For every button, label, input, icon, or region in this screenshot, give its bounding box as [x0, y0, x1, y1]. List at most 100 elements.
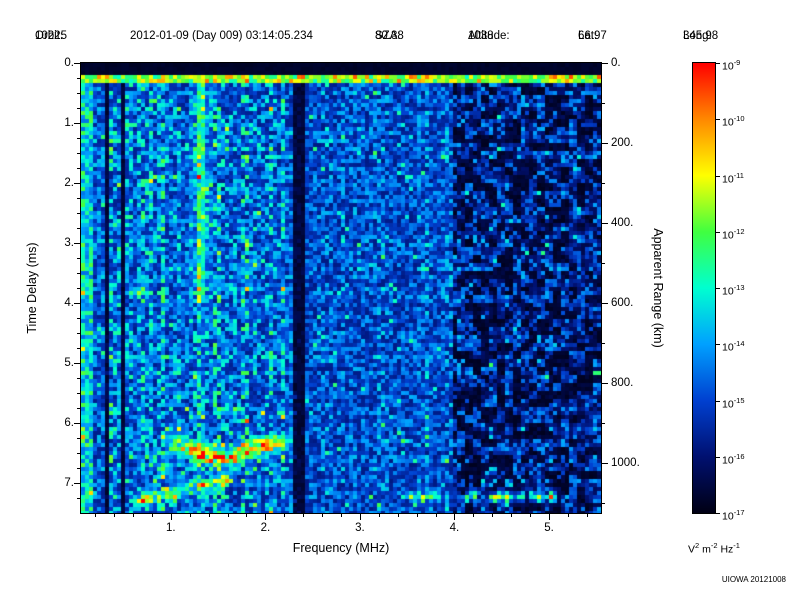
header-field-label: Altitude:	[468, 30, 523, 42]
y-tick	[74, 183, 80, 184]
colorbar-tick-label: 10-12	[722, 226, 745, 242]
colorbar-tick	[716, 63, 720, 64]
y-tick-label: 7.	[64, 477, 74, 489]
y2-minor-tick	[602, 263, 605, 264]
y2-minor-tick	[602, 423, 605, 424]
colorbar-tick-label: 10-9	[722, 58, 741, 73]
x-tick	[454, 514, 456, 520]
x-minor-tick	[511, 514, 513, 517]
y2-tick-label: 800.	[611, 377, 634, 389]
x-tick	[170, 514, 172, 520]
x-minor-tick	[114, 514, 116, 517]
x-tick-label: 3.	[355, 522, 365, 534]
y-tick	[74, 63, 80, 64]
header-field-value: 345.98	[683, 30, 719, 42]
y2-tick	[602, 143, 608, 144]
y2-tick	[602, 223, 608, 224]
colorbar-tick-exponent: -15	[733, 395, 745, 405]
y-minor-tick	[77, 78, 80, 79]
x-tick	[265, 514, 267, 520]
y-minor-tick	[77, 498, 80, 499]
y2-tick-label: 400.	[611, 217, 634, 229]
x-tick	[549, 514, 550, 520]
y-minor-tick	[77, 153, 80, 154]
y-tick	[74, 423, 80, 424]
y-minor-tick	[77, 258, 80, 259]
header-field-value: 66.97	[578, 30, 607, 42]
y-tick	[74, 483, 80, 484]
colorbar-tick-label: 10-16	[722, 451, 745, 467]
y-minor-tick	[77, 438, 80, 439]
x-minor-tick	[567, 514, 569, 517]
x-tick	[359, 514, 361, 520]
colorbar-tick-exponent: -10	[733, 114, 745, 124]
y-axis-label: Time Delay (ms)	[25, 242, 39, 334]
y-minor-tick	[77, 288, 80, 289]
y-minor-tick	[77, 213, 80, 214]
unit-exponent: 2	[695, 541, 700, 550]
colorbar-tick-exponent: -17	[733, 508, 745, 517]
x-minor-tick	[416, 514, 418, 517]
x-minor-tick	[397, 514, 399, 517]
y2-tick	[602, 383, 608, 384]
x-minor-tick	[95, 514, 97, 517]
y-minor-tick	[77, 393, 80, 394]
header-field-label: SZA:	[375, 30, 407, 42]
credit-text: UIOWA 20121008	[721, 575, 786, 584]
x-minor-tick	[473, 514, 475, 517]
y-tick-label: 2.	[64, 177, 74, 189]
colorbar-tick	[716, 344, 720, 346]
unit-exponent: -1	[733, 541, 740, 550]
y-minor-tick	[77, 273, 80, 274]
header-field-value: 1038	[468, 30, 494, 42]
colorbar-tick	[716, 456, 720, 458]
y-minor-tick	[77, 228, 80, 229]
colorbar-gradient	[693, 63, 715, 513]
y-minor-tick	[77, 108, 80, 109]
x-minor-tick	[530, 514, 532, 517]
header-field-label: Lat:	[578, 30, 604, 42]
x-minor-tick	[189, 514, 191, 517]
x-minor-tick	[133, 514, 134, 517]
y-tick-label: 6.	[64, 417, 74, 429]
y-minor-tick	[77, 333, 80, 334]
colorbar-unit: V2 m-2 Hz-1	[688, 541, 740, 556]
y-minor-tick	[77, 408, 80, 409]
colorbar-tick-label: 10-17	[722, 508, 745, 523]
y-tick	[74, 363, 80, 364]
y-tick-label: 4.	[64, 297, 74, 309]
x-axis-label: Frequency (MHz)	[292, 541, 390, 555]
x-tick-label: 2.	[260, 522, 271, 534]
x-minor-tick	[341, 514, 342, 517]
x-minor-tick	[208, 514, 210, 517]
colorbar-tick	[716, 119, 720, 121]
colorbar-tick-label: 10-15	[722, 395, 745, 410]
y-tick	[74, 303, 80, 304]
x-tick-label: 1.	[166, 522, 176, 534]
colorbar-tick-exponent: -9	[733, 58, 741, 67]
plot-frame	[80, 62, 602, 514]
colorbar-tick-exponent: -16	[733, 451, 745, 461]
y2-tick	[602, 303, 608, 304]
x-minor-tick	[492, 514, 494, 517]
header-field-value: 10225	[35, 30, 67, 42]
colorbar	[692, 62, 716, 514]
y-minor-tick	[77, 378, 80, 379]
y-minor-tick	[77, 138, 80, 139]
y2-minor-tick	[602, 503, 605, 504]
y-minor-tick	[77, 348, 80, 349]
y-tick-label: 3.	[64, 237, 74, 249]
y2-minor-tick	[602, 183, 605, 184]
x-minor-tick	[151, 514, 153, 517]
x-minor-tick	[378, 514, 380, 517]
y-minor-tick	[77, 318, 80, 319]
y2-tick-label: 0.	[611, 57, 621, 69]
colorbar-tick-label: 10-14	[722, 339, 745, 354]
header-field-label: Orbit:	[35, 30, 70, 42]
x-minor-tick	[246, 514, 248, 517]
y2-tick-label: 600.	[611, 297, 634, 309]
colorbar-tick	[716, 288, 720, 289]
colorbar-tick-label: 10-10	[722, 114, 745, 129]
colorbar-tick-exponent: -12	[733, 226, 745, 236]
y2-tick	[602, 63, 608, 64]
